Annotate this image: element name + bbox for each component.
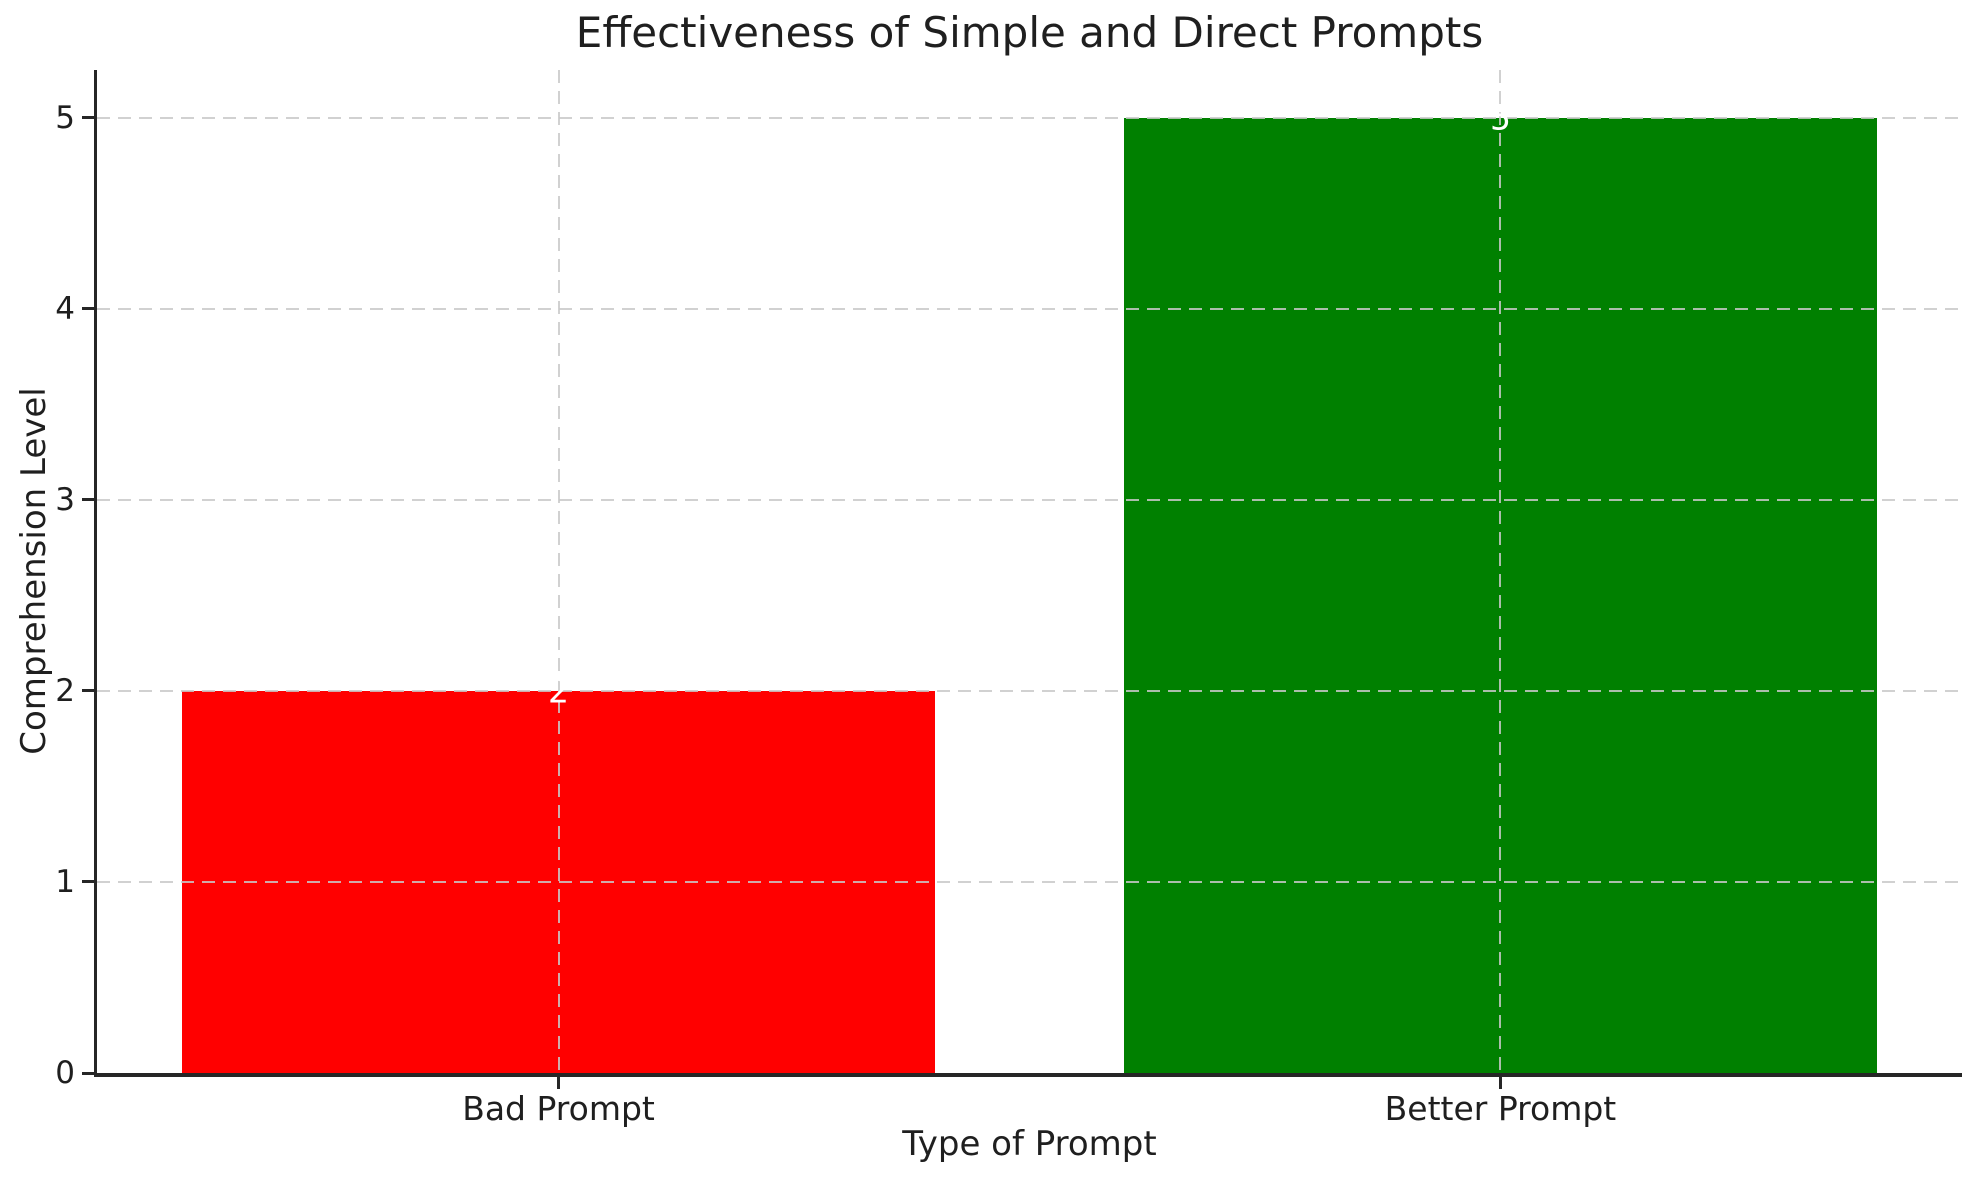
h-gridline <box>97 116 1962 119</box>
y-tick-mark <box>82 498 94 502</box>
x-tick-label: Better Prompt <box>1384 1089 1617 1128</box>
y-tick-mark <box>82 1071 94 1075</box>
y-tick-mark <box>82 116 94 120</box>
y-tick-label: 1 <box>55 863 75 900</box>
chart-title: Effectiveness of Simple and Direct Promp… <box>575 8 1484 57</box>
y-tick-label: 5 <box>55 99 75 136</box>
y-tick-mark <box>82 689 94 693</box>
h-gridline <box>97 307 1962 310</box>
v-gridline <box>1499 70 1502 1073</box>
y-axis-spine <box>94 70 97 1073</box>
y-tick-label: 3 <box>55 481 75 518</box>
h-gridline <box>97 498 1962 501</box>
x-axis-label: Type of Prompt <box>902 1124 1157 1164</box>
plot-area: 2 5 0 1 2 3 4 5 Bad Prompt Better Prompt <box>55 70 1962 1128</box>
bar-value-label: 2 <box>548 671 570 711</box>
h-gridline <box>97 880 1962 883</box>
y-tick-label: 4 <box>55 290 75 327</box>
x-tick-label: Bad Prompt <box>462 1089 655 1128</box>
h-gridline <box>97 689 1962 692</box>
x-tick-mark <box>1498 1077 1502 1089</box>
y-tick-label: 2 <box>55 672 75 709</box>
bar-value-label: 5 <box>1489 98 1511 138</box>
x-tick-mark <box>557 1077 561 1089</box>
x-axis-spine <box>94 1073 1962 1077</box>
y-tick-label: 0 <box>55 1055 75 1091</box>
v-gridline <box>557 70 560 1073</box>
y-tick-mark <box>82 880 94 884</box>
y-tick-mark <box>82 307 94 311</box>
y-axis-label: Comprehension Level <box>14 387 54 755</box>
